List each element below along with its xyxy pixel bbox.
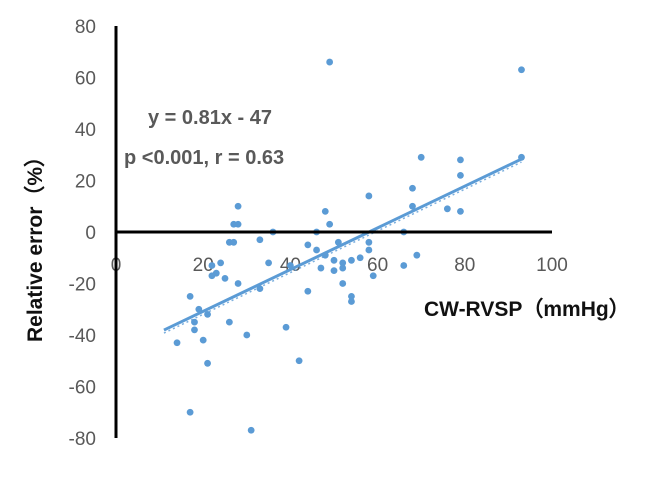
data-point (443, 205, 451, 213)
data-point (204, 359, 211, 367)
axes (114, 26, 552, 438)
data-point (413, 251, 421, 259)
data-point (339, 259, 347, 267)
trendline (163, 157, 523, 332)
data-point (334, 238, 342, 246)
statistics-annotation: p <0.001, r = 0.63 (124, 147, 284, 169)
data-point (326, 220, 334, 228)
data-point (365, 192, 373, 200)
data-point (199, 336, 207, 344)
y-tick-label: 40 (75, 120, 96, 141)
data-point (348, 292, 355, 300)
data-point (208, 262, 216, 269)
data-point (186, 292, 194, 300)
data-point (221, 274, 229, 282)
data-point (348, 298, 355, 305)
data-point (417, 153, 425, 161)
y-tick-label: 20 (75, 172, 96, 193)
data-point (457, 156, 464, 164)
data-point (326, 58, 334, 66)
y-tick-label: 80 (75, 17, 96, 38)
data-point (365, 238, 373, 246)
data-point (265, 259, 272, 267)
data-point (256, 236, 264, 244)
data-point (339, 264, 347, 272)
y-tick-label: -80 (69, 429, 96, 450)
x-tick-label: 20 (193, 255, 214, 276)
x-tick-label: 60 (367, 255, 388, 276)
data-point (518, 153, 525, 161)
data-point (191, 318, 198, 326)
data-point (225, 318, 233, 326)
data-point (191, 326, 198, 334)
data-point (365, 246, 373, 254)
data-point (339, 280, 347, 287)
data-point (287, 262, 294, 269)
data-point (317, 264, 325, 272)
data-point (321, 208, 329, 215)
data-point (212, 269, 220, 277)
data-point (217, 259, 225, 267)
data-point (247, 426, 255, 434)
x-tick-label: 100 (536, 255, 568, 276)
data-point (295, 357, 303, 365)
data-point (369, 272, 377, 280)
data-point (256, 285, 264, 293)
x-tick-label: 80 (454, 255, 475, 276)
y-axis-title: Relative error（%） (23, 146, 47, 342)
data-point (400, 262, 408, 269)
regression-equation: y = 0.81x - 47 (148, 107, 272, 129)
data-point (518, 66, 525, 74)
data-point (234, 202, 242, 210)
data-point (282, 323, 290, 331)
data-point (234, 280, 242, 287)
data-point (186, 408, 194, 416)
y-tick-labels: 80 60 40 20 0 -20 -40 -60 -80 (69, 17, 96, 450)
y-tick-label: -40 (69, 326, 96, 347)
data-point (409, 202, 416, 210)
data-point (204, 311, 211, 318)
x-tick-labels: 020406080100 (111, 255, 568, 276)
data-point (348, 256, 355, 264)
data-points (173, 58, 525, 434)
data-point (356, 254, 364, 262)
data-point (330, 267, 338, 275)
data-point (195, 305, 203, 313)
data-point (304, 287, 312, 295)
data-point (330, 256, 338, 264)
y-tick-label: 0 (85, 223, 96, 244)
data-point (409, 184, 416, 192)
data-point (321, 251, 329, 259)
data-point (234, 220, 242, 228)
y-tick-label: 60 (75, 69, 96, 90)
data-point (230, 238, 238, 246)
data-point (243, 331, 251, 339)
y-tick-label: -60 (69, 378, 96, 399)
trendline-dotted (163, 161, 522, 334)
data-point (173, 339, 181, 347)
x-axis-title: CW-RVSP（mmHg） (424, 297, 630, 321)
data-point (304, 241, 312, 249)
data-point (457, 171, 464, 179)
data-point (313, 246, 320, 254)
data-point (457, 208, 464, 215)
y-tick-label: -20 (69, 275, 96, 296)
trendline-group (163, 157, 523, 334)
